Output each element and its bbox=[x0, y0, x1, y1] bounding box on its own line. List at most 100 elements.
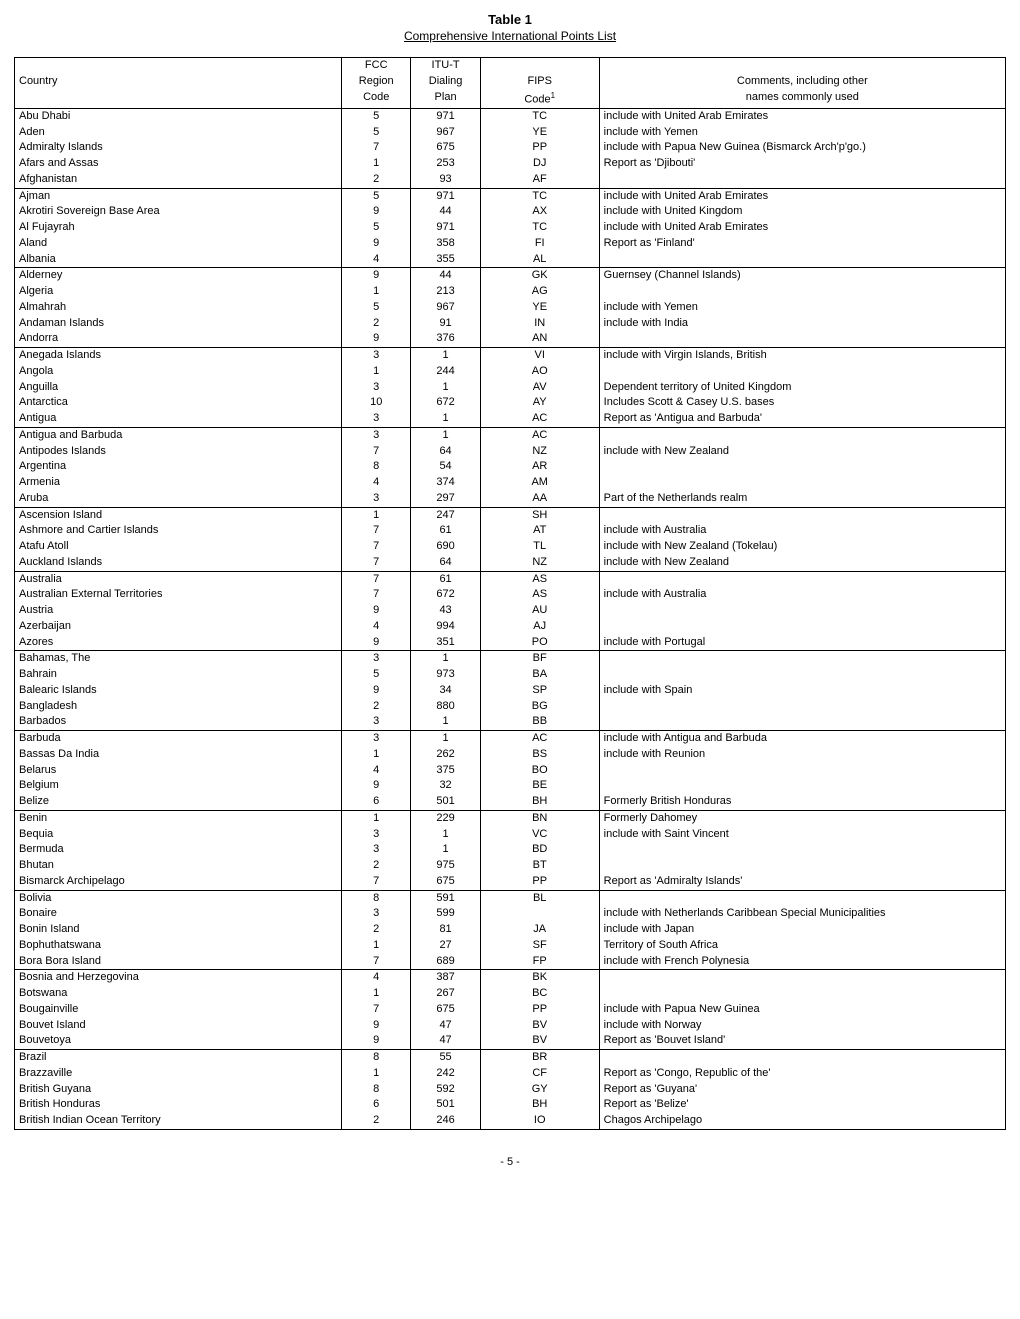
itu-cell: 501 bbox=[411, 794, 480, 810]
table-row: British Guyana8592GYReport as 'Guyana' bbox=[15, 1082, 1006, 1098]
country-cell: Albania bbox=[15, 252, 342, 268]
table-row: Anegada Islands31VIinclude with Virgin I… bbox=[15, 348, 1006, 364]
comment-cell: Dependent territory of United Kingdom bbox=[599, 380, 1005, 396]
fips-cell: BC bbox=[480, 986, 599, 1002]
comment-cell: include with French Polynesia bbox=[599, 954, 1005, 970]
comment-cell bbox=[599, 890, 1005, 906]
table-row: Ascension Island1247SH bbox=[15, 507, 1006, 523]
table-row: Auckland Islands764NZinclude with New Ze… bbox=[15, 555, 1006, 571]
fips-cell: BN bbox=[480, 810, 599, 826]
fcc-cell: 7 bbox=[342, 874, 411, 890]
table-row: Ajman5971TCinclude with United Arab Emir… bbox=[15, 188, 1006, 204]
comment-cell: include with Norway bbox=[599, 1018, 1005, 1034]
table-row: Alderney944GKGuernsey (Channel Islands) bbox=[15, 268, 1006, 284]
comment-cell bbox=[599, 619, 1005, 635]
table-row: Brazzaville1242CFReport as 'Congo, Repub… bbox=[15, 1066, 1006, 1082]
country-cell: Bequia bbox=[15, 827, 342, 843]
table-row: Benin1229BNFormerly Dahomey bbox=[15, 810, 1006, 826]
comment-cell: include with Spain bbox=[599, 683, 1005, 699]
fips-cell: AV bbox=[480, 380, 599, 396]
table-row: Barbuda31ACinclude with Antigua and Barb… bbox=[15, 731, 1006, 747]
table-row: Bouvet Island947BVinclude with Norway bbox=[15, 1018, 1006, 1034]
country-cell: Bonin Island bbox=[15, 922, 342, 938]
table-row: Bismarck Archipelago7675PPReport as 'Adm… bbox=[15, 874, 1006, 890]
itu-cell: 672 bbox=[411, 395, 480, 411]
fips-cell: CF bbox=[480, 1066, 599, 1082]
fips-cell: SF bbox=[480, 938, 599, 954]
country-cell: Brazzaville bbox=[15, 1066, 342, 1082]
itu-cell: 1 bbox=[411, 714, 480, 730]
comment-cell bbox=[599, 778, 1005, 794]
itu-cell: 297 bbox=[411, 491, 480, 507]
country-cell: Admiralty Islands bbox=[15, 140, 342, 156]
fips-cell: JA bbox=[480, 922, 599, 938]
itu-cell: 93 bbox=[411, 172, 480, 188]
itu-cell: 975 bbox=[411, 858, 480, 874]
fips-cell: AL bbox=[480, 252, 599, 268]
fips-cell: BV bbox=[480, 1033, 599, 1049]
country-cell: Antigua bbox=[15, 411, 342, 427]
itu-cell: 253 bbox=[411, 156, 480, 172]
comment-cell bbox=[599, 475, 1005, 491]
header-row-2: Country Region Dialing FIPS Comments, in… bbox=[15, 74, 1006, 90]
comment-cell bbox=[599, 858, 1005, 874]
fcc-cell: 7 bbox=[342, 1002, 411, 1018]
table-row: Albania4355AL bbox=[15, 252, 1006, 268]
table-row: Botswana1267BC bbox=[15, 986, 1006, 1002]
itu-cell: 1 bbox=[411, 411, 480, 427]
country-cell: Algeria bbox=[15, 284, 342, 300]
country-cell: Aland bbox=[15, 236, 342, 252]
fcc-cell: 2 bbox=[342, 172, 411, 188]
country-cell: Anguilla bbox=[15, 380, 342, 396]
fcc-cell: 9 bbox=[342, 778, 411, 794]
table-row: Antipodes Islands764NZinclude with New Z… bbox=[15, 444, 1006, 460]
fips-cell: BF bbox=[480, 651, 599, 667]
hdr-fips: FIPS bbox=[480, 74, 599, 90]
comment-cell: include with Papua New Guinea (Bismarck … bbox=[599, 140, 1005, 156]
comment-cell: Territory of South Africa bbox=[599, 938, 1005, 954]
comment-cell: include with Portugal bbox=[599, 635, 1005, 651]
itu-cell: 672 bbox=[411, 587, 480, 603]
table-row: Austria943AU bbox=[15, 603, 1006, 619]
country-cell: Bermuda bbox=[15, 842, 342, 858]
table-row: Armenia4374AM bbox=[15, 475, 1006, 491]
comment-cell bbox=[599, 364, 1005, 380]
country-cell: Bora Bora Island bbox=[15, 954, 342, 970]
fcc-cell: 7 bbox=[342, 571, 411, 587]
comment-cell: include with United Arab Emirates bbox=[599, 220, 1005, 236]
itu-cell: 967 bbox=[411, 125, 480, 141]
fips-cell: BD bbox=[480, 842, 599, 858]
fcc-cell: 1 bbox=[342, 810, 411, 826]
fcc-cell: 1 bbox=[342, 156, 411, 172]
fips-cell: NZ bbox=[480, 555, 599, 571]
comment-cell bbox=[599, 763, 1005, 779]
fcc-cell: 5 bbox=[342, 667, 411, 683]
comment-cell bbox=[599, 699, 1005, 715]
itu-cell: 973 bbox=[411, 667, 480, 683]
country-cell: Angola bbox=[15, 364, 342, 380]
country-cell: Azores bbox=[15, 635, 342, 651]
country-cell: Bangladesh bbox=[15, 699, 342, 715]
country-cell: Bougainville bbox=[15, 1002, 342, 1018]
country-cell: British Guyana bbox=[15, 1082, 342, 1098]
fips-cell: AA bbox=[480, 491, 599, 507]
table-row: Antigua and Barbuda31AC bbox=[15, 427, 1006, 443]
fips-cell: TC bbox=[480, 108, 599, 124]
itu-cell: 376 bbox=[411, 331, 480, 347]
comment-cell: include with Reunion bbox=[599, 747, 1005, 763]
table-row: Bosnia and Herzegovina4387BK bbox=[15, 970, 1006, 986]
country-cell: Brazil bbox=[15, 1050, 342, 1066]
country-cell: Botswana bbox=[15, 986, 342, 1002]
fips-cell: PP bbox=[480, 140, 599, 156]
table-row: Argentina854AR bbox=[15, 459, 1006, 475]
hdr-fcc: FCC bbox=[342, 58, 411, 74]
fips-cell: BH bbox=[480, 794, 599, 810]
comment-cell bbox=[599, 252, 1005, 268]
comment-cell bbox=[599, 842, 1005, 858]
table-row: Belgium932BE bbox=[15, 778, 1006, 794]
country-cell: Bouvet Island bbox=[15, 1018, 342, 1034]
fcc-cell: 8 bbox=[342, 1050, 411, 1066]
table-row: Angola1244AO bbox=[15, 364, 1006, 380]
table-row: Bahrain5973BA bbox=[15, 667, 1006, 683]
fcc-cell: 8 bbox=[342, 890, 411, 906]
